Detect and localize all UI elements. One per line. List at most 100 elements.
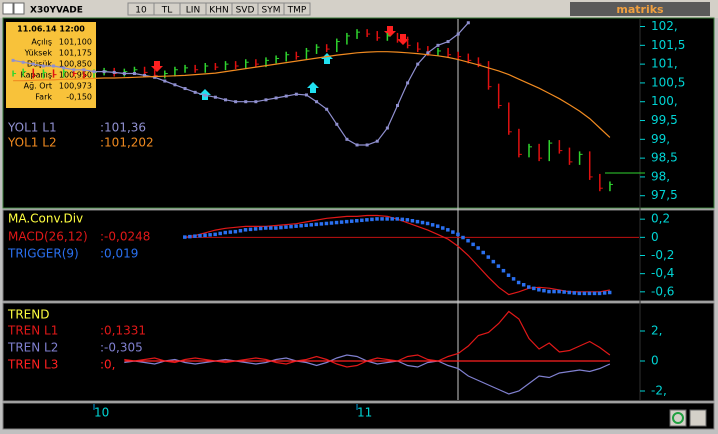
line-dot: [132, 72, 136, 76]
trigger-dot: [562, 290, 566, 294]
legend-value: :0,: [100, 358, 116, 372]
x-axis-panel: [2, 402, 715, 430]
y-tick-label: 0: [651, 354, 659, 368]
trigger-dot: [299, 223, 303, 228]
line-dot: [304, 93, 308, 97]
toolbar-label[interactable]: KHN: [209, 6, 228, 16]
sell-arrow: [151, 61, 163, 72]
trigger-dot: [349, 219, 354, 223]
trigger-dot: [198, 233, 202, 238]
line-dot: [375, 139, 379, 143]
trigger-dot: [238, 228, 243, 233]
info-value: 100,850: [59, 60, 92, 69]
refresh-icon: [672, 412, 684, 424]
trigger-dot: [425, 221, 430, 226]
trigger-dot: [324, 221, 329, 226]
trigger-dot: [223, 230, 228, 235]
y-tick-label: 99,5: [651, 113, 678, 127]
trigger-dot: [314, 222, 319, 227]
series-line: [13, 51, 611, 138]
trigger-dot: [446, 228, 450, 232]
close-icon[interactable]: [13, 2, 25, 15]
line-dot: [21, 60, 25, 64]
line-dot: [416, 62, 420, 66]
info-label: Fark: [35, 93, 52, 102]
trigger-dot: [456, 232, 460, 237]
menu-icon[interactable]: [2, 2, 14, 15]
legend-value: :-0,0248: [100, 230, 150, 244]
info-value: 100,950: [59, 71, 92, 80]
legend-name: MACD(26,12): [8, 230, 88, 244]
toolbar-label[interactable]: SVD: [236, 6, 255, 16]
trigger-dot: [532, 286, 536, 291]
trigger-dot: [339, 220, 344, 224]
trigger-dot: [294, 224, 298, 228]
x-tick-label: 10: [94, 406, 109, 420]
trigger-dot: [547, 289, 551, 294]
symbol[interactable]: X30YVADE: [30, 6, 83, 16]
line-dot: [11, 58, 15, 62]
trigger-dot: [248, 227, 253, 232]
line-dot: [406, 81, 410, 85]
info-value: 101,100: [59, 38, 92, 47]
toolbar-label[interactable]: TMP: [287, 6, 307, 16]
legend-value: :-0,305: [100, 341, 143, 355]
line-dot: [153, 75, 157, 79]
line-dot: [456, 32, 460, 36]
toolbar-button[interactable]: [283, 2, 311, 16]
legend-name: TREN L1: [7, 324, 58, 338]
trigger-dot: [233, 229, 238, 234]
y-tick-label: 98,5: [651, 151, 678, 165]
y-tick-label: 102,: [651, 19, 678, 33]
trigger-dot: [592, 291, 597, 296]
line-dot: [112, 70, 116, 74]
legend-name: TRIGGER(9): [7, 247, 79, 261]
trigger-dot: [344, 219, 349, 224]
settings-button[interactable]: [689, 409, 707, 427]
toolbar-label[interactable]: 10: [135, 6, 147, 16]
toolbar-label[interactable]: SYM: [262, 6, 281, 16]
trigger-dot: [400, 217, 405, 222]
line-dot: [365, 143, 369, 147]
trigger-dot: [451, 230, 455, 234]
y-tick-label: -0,4: [651, 266, 674, 280]
y-tick-label: -0,6: [651, 284, 674, 298]
trigger-dot: [486, 255, 491, 259]
sell-arrow: [397, 34, 409, 45]
line-dot: [72, 68, 76, 72]
legend-value: :101,202: [100, 136, 154, 150]
trigger-dot: [441, 226, 445, 230]
trigger-dot: [390, 217, 394, 221]
x-tick-label: 11: [357, 406, 372, 420]
legend-name: TREN L2: [7, 341, 58, 355]
trigger-dot: [243, 228, 248, 232]
trigger-dot: [491, 259, 496, 264]
line-dot: [52, 64, 56, 68]
chart-panel: 2, 0 -2, TREND TREN L1:0,1331 TREN L2:-0,305 T…: [7, 308, 667, 420]
panel-title: MA.Conv.Div: [8, 212, 83, 226]
legend-value: :0,019: [100, 247, 138, 261]
trend-panel: [2, 302, 715, 402]
trigger-dot: [466, 238, 470, 243]
y-tick-label: 100,5: [651, 75, 685, 89]
line-dot: [92, 70, 96, 74]
trigger-dot: [496, 264, 501, 268]
toolbar-label[interactable]: LIN: [186, 6, 200, 16]
toolbar-label[interactable]: TL: [161, 6, 173, 16]
trigger-dot: [203, 233, 207, 238]
trigger-dot: [476, 246, 480, 250]
line-dot: [355, 143, 359, 147]
plot-area: [124, 310, 611, 395]
trigger-dot: [365, 218, 369, 222]
trigger-dot: [577, 291, 582, 296]
line-dot: [122, 72, 126, 76]
trigger-dot: [420, 220, 425, 225]
info-value: 101,175: [59, 49, 92, 58]
info-label: Ağ. Ort: [24, 82, 52, 91]
info-label: Düşük: [27, 60, 52, 69]
line-dot: [325, 107, 329, 111]
trigger-dot: [405, 218, 410, 222]
y-tick-label: 0,2: [651, 212, 670, 226]
line-dot: [102, 70, 106, 74]
trigger-dot: [602, 291, 607, 295]
